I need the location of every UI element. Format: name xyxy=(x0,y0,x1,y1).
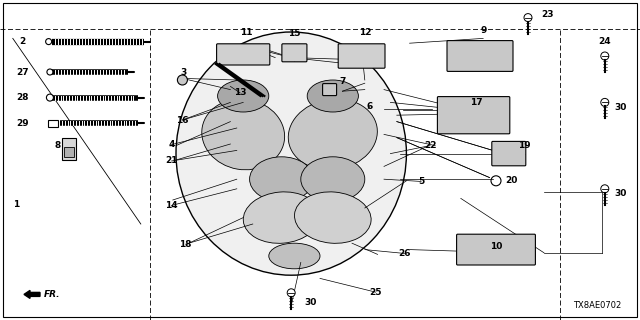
Text: 17: 17 xyxy=(470,98,483,107)
Ellipse shape xyxy=(176,32,406,275)
Text: 19: 19 xyxy=(518,141,531,150)
Circle shape xyxy=(601,98,609,106)
Text: 26: 26 xyxy=(398,249,411,258)
Text: 30: 30 xyxy=(304,298,316,307)
Ellipse shape xyxy=(294,192,371,243)
FancyBboxPatch shape xyxy=(323,84,337,96)
Text: 21: 21 xyxy=(165,156,178,165)
Polygon shape xyxy=(24,291,40,298)
Ellipse shape xyxy=(269,243,320,269)
Text: 1: 1 xyxy=(13,200,19,209)
Text: 28: 28 xyxy=(16,93,29,102)
Bar xyxy=(64,147,74,157)
Circle shape xyxy=(524,13,532,22)
Ellipse shape xyxy=(301,157,365,202)
Circle shape xyxy=(601,185,609,193)
Text: 29: 29 xyxy=(16,119,29,128)
Text: 2: 2 xyxy=(19,37,26,46)
Text: 18: 18 xyxy=(179,240,192,249)
Text: 11: 11 xyxy=(240,28,253,36)
Bar xyxy=(48,120,58,127)
Text: 22: 22 xyxy=(424,141,436,150)
Text: TX8AE0702: TX8AE0702 xyxy=(573,301,621,310)
Text: 5: 5 xyxy=(418,177,424,186)
Bar xyxy=(62,138,76,160)
Text: 13: 13 xyxy=(234,88,246,97)
Circle shape xyxy=(47,69,53,75)
Text: 3: 3 xyxy=(180,68,187,76)
Ellipse shape xyxy=(218,80,269,112)
Ellipse shape xyxy=(243,192,320,243)
Text: 8: 8 xyxy=(54,141,61,150)
Circle shape xyxy=(45,39,52,44)
Text: 12: 12 xyxy=(358,28,371,36)
Text: 24: 24 xyxy=(598,37,611,46)
Text: 15: 15 xyxy=(288,29,301,38)
Ellipse shape xyxy=(250,157,314,202)
Text: 30: 30 xyxy=(614,189,627,198)
FancyBboxPatch shape xyxy=(447,41,513,71)
Circle shape xyxy=(601,52,609,60)
Text: 27: 27 xyxy=(16,68,29,76)
Text: 6: 6 xyxy=(367,102,373,111)
Text: FR.: FR. xyxy=(44,290,61,299)
Text: 4: 4 xyxy=(168,140,175,149)
Ellipse shape xyxy=(307,80,358,112)
Text: 25: 25 xyxy=(369,288,382,297)
FancyBboxPatch shape xyxy=(492,141,526,166)
FancyBboxPatch shape xyxy=(216,44,270,65)
Text: 20: 20 xyxy=(506,176,518,185)
Text: 30: 30 xyxy=(614,103,627,112)
FancyBboxPatch shape xyxy=(338,44,385,68)
FancyBboxPatch shape xyxy=(437,97,510,134)
FancyBboxPatch shape xyxy=(456,234,536,265)
Circle shape xyxy=(287,289,295,297)
Text: 10: 10 xyxy=(490,242,502,251)
Text: 16: 16 xyxy=(176,116,189,124)
FancyBboxPatch shape xyxy=(282,44,307,62)
Ellipse shape xyxy=(288,99,378,170)
Circle shape xyxy=(47,94,53,101)
Ellipse shape xyxy=(202,99,285,170)
Text: 23: 23 xyxy=(541,10,554,19)
Text: 14: 14 xyxy=(165,201,178,210)
Circle shape xyxy=(177,75,188,85)
Text: 9: 9 xyxy=(480,26,486,35)
Text: 7: 7 xyxy=(339,77,346,86)
